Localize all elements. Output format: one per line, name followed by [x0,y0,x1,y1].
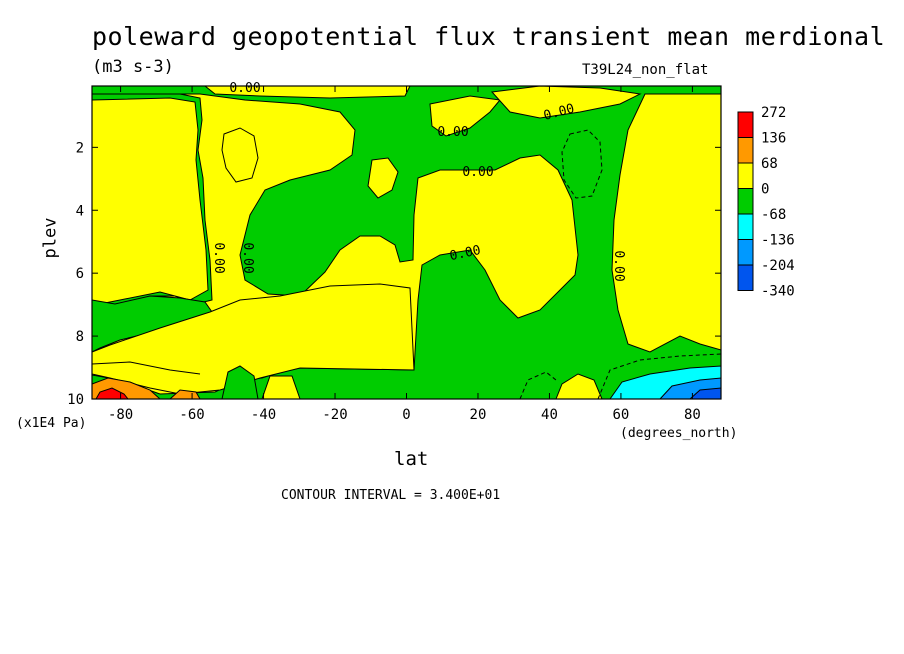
dashed-contour-south [519,371,557,400]
legend-swatch [737,239,754,266]
legend-level-label: 68 [761,156,778,172]
x-tick-label: 40 [541,407,558,423]
dashed-contour-east-cell [561,129,603,199]
y-tick-label: 10 [67,392,84,408]
contour-line-south [91,361,201,375]
legend-level-label: 0 [761,182,769,198]
chart-units: (m3 s-3) [92,57,174,77]
y-tick-label: 8 [76,329,84,345]
x-axis: -80 -60 -40 -20 0 20 40 60 80 [108,86,701,423]
yellow-region-east [611,93,722,353]
contour-label: 0.00 [611,250,626,281]
legend-swatch [737,111,754,138]
legend-swatch [737,137,754,164]
yellow-small-blob-north [429,95,501,137]
x-tick-label: 60 [613,407,630,423]
contour-label: 0.00 [462,165,493,180]
legend-level-label: -204 [761,258,795,274]
x-tick-label: -40 [251,407,276,423]
legend-level-label: 272 [761,105,786,121]
contour-label: 0.00 [448,243,482,264]
x-tick-label: 20 [470,407,487,423]
yellow-band-midlat [91,283,415,395]
x-tick-label: -20 [322,407,347,423]
contour-label: 0.00 [437,125,468,140]
x-tick-label: -60 [179,407,204,423]
contour-label: 0.00 [229,81,260,96]
plot-area [91,85,722,400]
legend-swatch [737,162,754,189]
legend-swatch [737,188,754,215]
y-tick-label: 2 [76,140,84,156]
contour-label: 0.00 [240,242,255,273]
contour-label: 0.00 [211,242,226,273]
legend-swatch [737,213,754,240]
yellow-region-northeast [490,85,642,119]
y-tick-label: 4 [76,203,84,219]
dataset-name: T39L24_non_flat [582,62,709,78]
dashed-contour-southeast [597,353,722,400]
x-tick-label: 80 [684,407,701,423]
legend-swatch [737,264,754,291]
x-axis-units: (degrees_north) [620,426,738,441]
legend-level-label: -340 [761,284,795,300]
legend-level-label: -136 [761,233,795,249]
y-axis-units: (x1E4 Pa) [16,416,87,431]
yellow-small-blob-center [367,157,399,199]
legend-level-label: -68 [761,207,786,223]
contour-interval: CONTOUR INTERVAL = 3.400E+01 [281,488,501,503]
x-tick-label: 0 [402,407,410,423]
legend-level-label: 136 [761,131,786,147]
x-axis-label: lat [394,448,429,470]
color-legend: 272 136 68 0 -68 -136 -204 -340 [737,105,795,300]
y-axis: 2 4 6 8 10 [67,140,721,408]
x-tick-label: -80 [108,407,133,423]
yellow-strip-west [91,97,209,305]
contour-loop-west-cell [221,127,259,183]
chart-title: poleward geopotential flux transient mea… [92,22,886,51]
y-tick-label: 6 [76,266,84,282]
